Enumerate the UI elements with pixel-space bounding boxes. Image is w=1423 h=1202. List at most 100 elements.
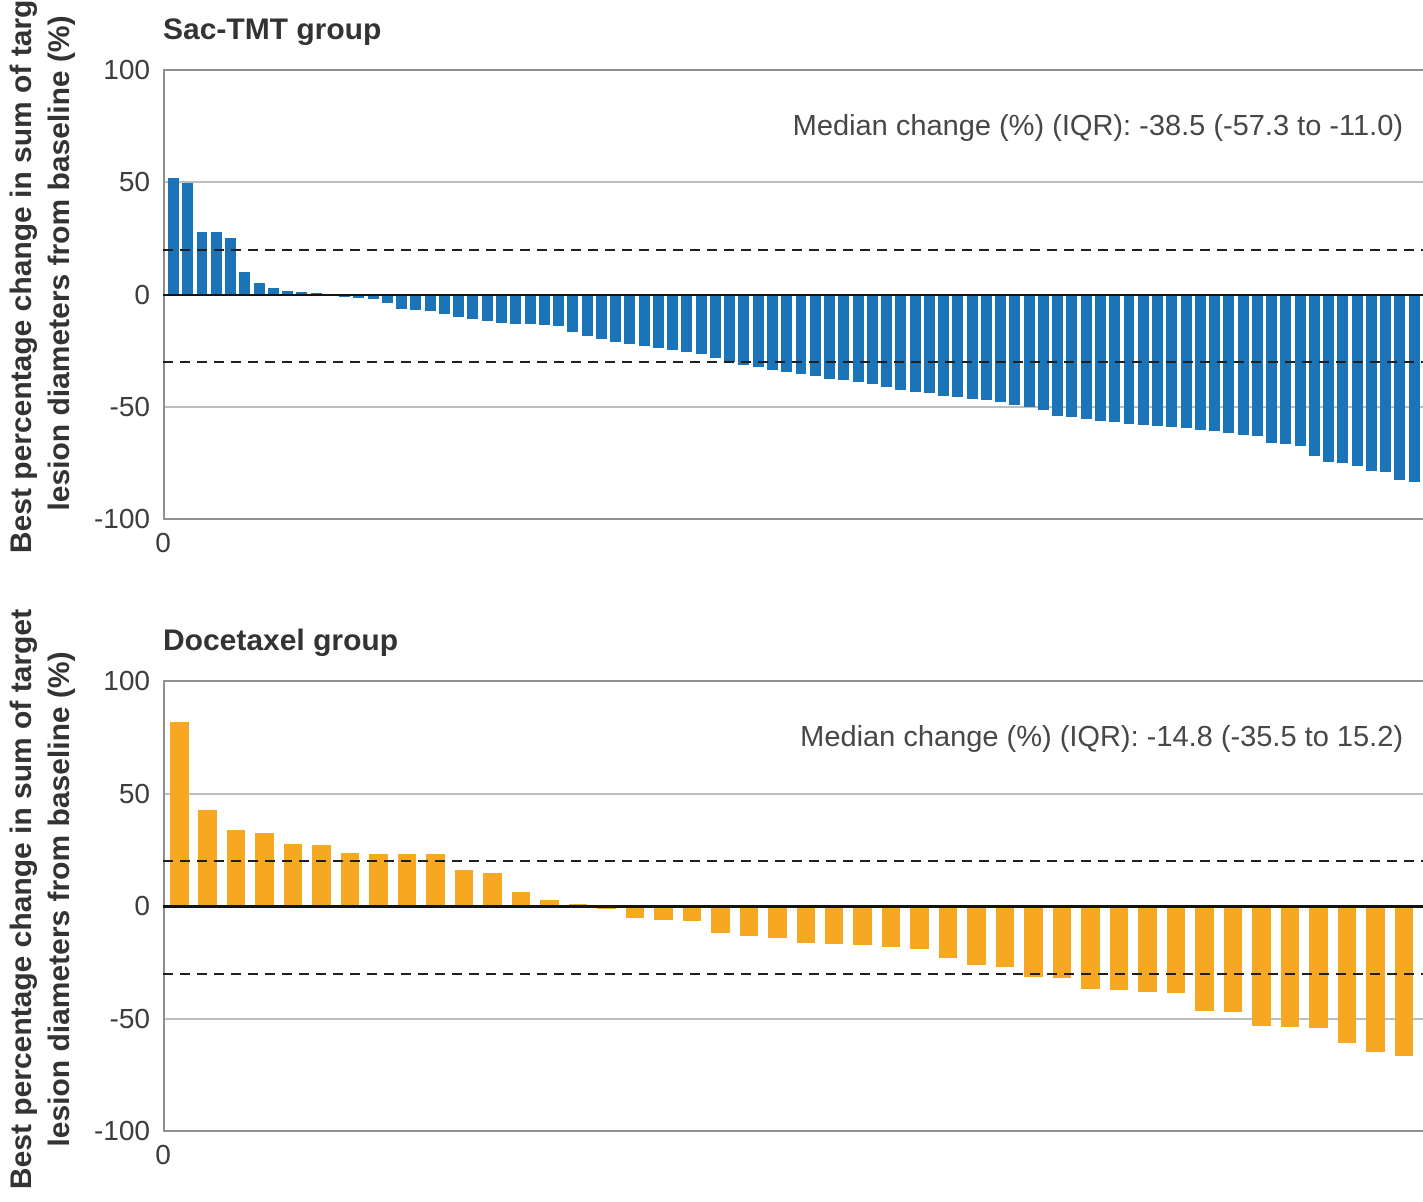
waterfall-bar bbox=[768, 906, 787, 939]
x-origin-label: 0 bbox=[155, 527, 171, 558]
dashed-reference-line bbox=[163, 860, 1423, 862]
waterfall-bar bbox=[681, 294, 693, 352]
waterfall-bar bbox=[510, 294, 522, 324]
waterfall-bar bbox=[995, 906, 1015, 967]
waterfall-bar bbox=[1251, 294, 1263, 436]
waterfall-bar bbox=[1365, 294, 1377, 471]
waterfall-bar bbox=[881, 906, 901, 947]
waterfall-bar bbox=[426, 854, 445, 906]
y-tick-label: -100 bbox=[93, 503, 150, 534]
waterfall-bar bbox=[597, 906, 616, 910]
waterfall-bar bbox=[210, 231, 222, 295]
waterfall-bar bbox=[438, 294, 450, 314]
plot-area-sac-tmt: Median change (%) (IQR): -38.5 (-57.3 to… bbox=[94, 55, 1423, 558]
waterfall-bar bbox=[1366, 906, 1385, 1052]
waterfall-bar bbox=[196, 231, 208, 295]
waterfall-bar bbox=[1052, 906, 1072, 979]
waterfall-bar bbox=[1080, 294, 1092, 420]
waterfall-bar bbox=[168, 177, 179, 295]
waterfall-bar bbox=[553, 294, 565, 326]
waterfall-bar bbox=[581, 294, 593, 337]
waterfall-bar bbox=[796, 906, 815, 943]
y-tick-label: -100 bbox=[93, 1115, 150, 1146]
waterfall-bar bbox=[1195, 906, 1214, 1012]
gridline bbox=[163, 1017, 1423, 1020]
waterfall-bar bbox=[595, 294, 607, 340]
waterfall-bar bbox=[1280, 906, 1300, 1027]
waterfall-bar bbox=[1123, 294, 1135, 424]
waterfall-bar bbox=[381, 294, 393, 304]
waterfall-bar bbox=[1209, 294, 1221, 432]
waterfall-bar bbox=[1023, 294, 1035, 407]
waterfall-bar bbox=[312, 845, 331, 906]
waterfall-bar bbox=[881, 294, 893, 387]
dashed-reference-line bbox=[163, 972, 1423, 975]
waterfall-bar bbox=[1137, 294, 1149, 425]
waterfall-bar bbox=[296, 292, 308, 295]
waterfall-bar bbox=[766, 294, 778, 370]
waterfall-bar bbox=[682, 906, 702, 921]
gridline bbox=[163, 792, 1423, 795]
waterfall-bar bbox=[1337, 294, 1349, 463]
waterfall-bar bbox=[824, 294, 835, 379]
waterfall-bar bbox=[654, 906, 673, 921]
waterfall-bar bbox=[923, 294, 935, 394]
waterfall-bar bbox=[481, 294, 493, 322]
waterfall-bar bbox=[1280, 294, 1292, 444]
waterfall-bar bbox=[538, 294, 550, 325]
waterfall-bar bbox=[1081, 906, 1100, 990]
waterfall-bar bbox=[182, 183, 194, 295]
waterfall-bar bbox=[1308, 294, 1320, 457]
gridline bbox=[163, 181, 1423, 184]
waterfall-bar bbox=[652, 294, 664, 349]
waterfall-bar bbox=[1394, 906, 1414, 1056]
waterfall-bar bbox=[170, 721, 189, 906]
waterfall-bar bbox=[282, 291, 294, 295]
waterfall-bar bbox=[739, 906, 759, 936]
y-tick-label: 50 bbox=[118, 166, 150, 198]
waterfall-bar bbox=[467, 294, 479, 320]
waterfall-bar bbox=[709, 294, 721, 359]
waterfall-bar bbox=[424, 294, 436, 312]
y-tick-label: -50 bbox=[109, 390, 150, 422]
waterfall-bar bbox=[396, 294, 408, 310]
waterfall-bar bbox=[283, 844, 303, 906]
gridline-major bbox=[163, 518, 1423, 520]
waterfall-bar bbox=[540, 899, 559, 906]
waterfall-bar bbox=[1109, 906, 1129, 991]
waterfall-bar bbox=[866, 294, 878, 385]
gridline-major bbox=[163, 1130, 1423, 1132]
median-annotation-sac-tmt: Median change (%) (IQR): -38.5 (-57.3 to… bbox=[792, 110, 1403, 142]
gridline-major bbox=[163, 680, 1423, 682]
waterfall-bar bbox=[895, 294, 907, 390]
waterfall-bar bbox=[809, 294, 821, 377]
waterfall-bar bbox=[952, 294, 964, 397]
y-tick-label: 0 bbox=[134, 278, 150, 310]
waterfall-bar bbox=[667, 294, 679, 350]
panel-title-docetaxel: Docetaxel group bbox=[163, 624, 399, 657]
waterfall-bar bbox=[966, 294, 978, 399]
y-tick-label: 0 bbox=[134, 890, 150, 921]
waterfall-bar bbox=[353, 294, 365, 298]
waterfall-bar bbox=[239, 272, 251, 295]
waterfall-bar bbox=[938, 294, 950, 396]
waterfall-bar bbox=[226, 829, 246, 906]
waterfall-bar bbox=[711, 906, 730, 933]
waterfall-bar bbox=[255, 832, 274, 906]
plot-area-docetaxel: Median change (%) (IQR): -14.8 (-35.5 to… bbox=[94, 666, 1423, 1170]
waterfall-bar bbox=[567, 294, 579, 332]
gridline bbox=[163, 405, 1423, 408]
waterfall-bar bbox=[397, 854, 417, 906]
waterfall-bar bbox=[724, 294, 736, 362]
waterfall-bar bbox=[1223, 294, 1235, 434]
waterfall-bar bbox=[483, 872, 502, 906]
dashed-reference-line bbox=[163, 248, 1423, 251]
waterfall-bar bbox=[1237, 294, 1249, 435]
panel-sac-tmt: Sac-TMT group Median change (%) (IQR): -… bbox=[94, 13, 1423, 558]
waterfall-bar bbox=[624, 294, 636, 344]
waterfall-bar bbox=[367, 294, 379, 299]
x-origin-label: 0 bbox=[155, 1139, 171, 1170]
panel-title-sac-tmt: Sac-TMT group bbox=[163, 13, 382, 46]
y-tick-label: 100 bbox=[103, 665, 150, 696]
